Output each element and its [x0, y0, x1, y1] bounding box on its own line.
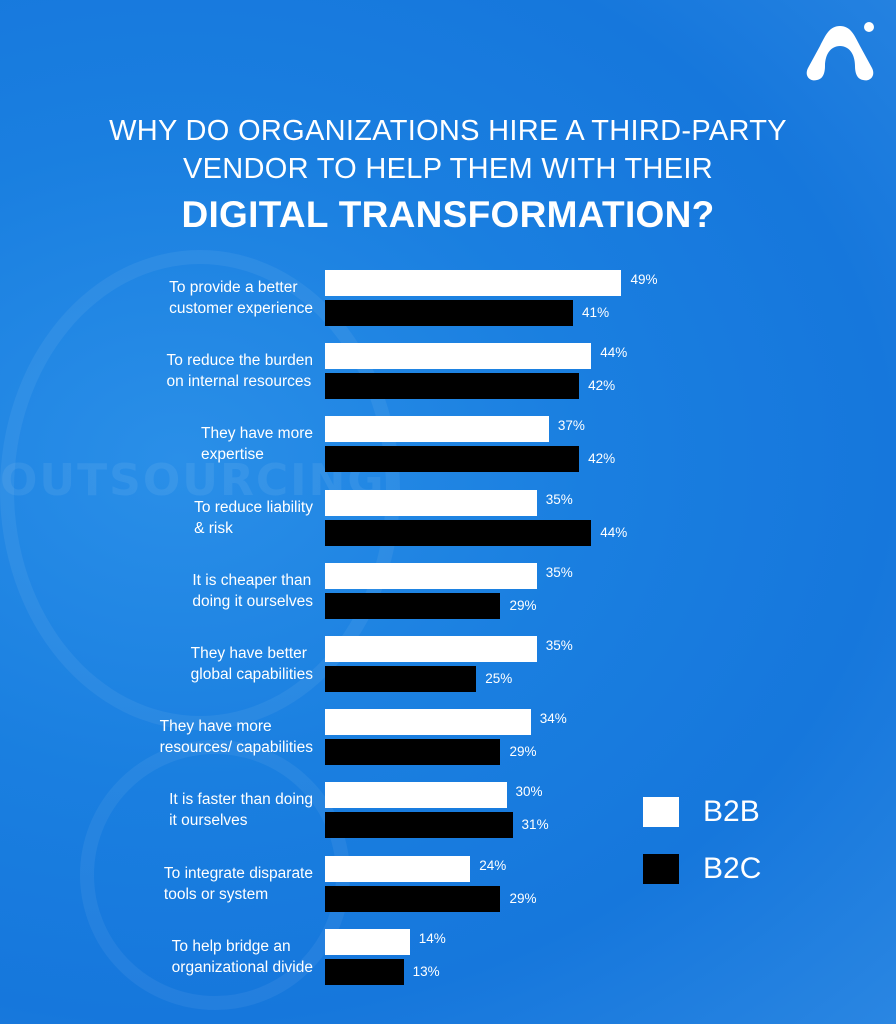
- category-label-line: To reduce liability: [194, 498, 313, 516]
- bar-chart: To provide a better customer experience 49…: [160, 270, 658, 985]
- category-label-line: To provide a better: [169, 279, 298, 296]
- category-label-line: & risk: [194, 519, 233, 537]
- category-label: It is faster than doing it ourselves: [169, 789, 313, 831]
- category-label-line: It is cheaper than: [192, 571, 312, 589]
- title-line-1: WHY DO ORGANIZATIONS HIRE A THIRD-PARTY: [109, 115, 787, 147]
- bar-b2b: [325, 636, 537, 662]
- value-label-b2c: 42%: [588, 378, 616, 394]
- legend-item-b2b: B2B: [643, 795, 760, 829]
- value-label-b2b: 35%: [545, 638, 573, 653]
- page-title: WHY DO ORGANIZATIONS HIRE A THIRD-PARTY …: [0, 112, 896, 238]
- bar-b2c: [325, 666, 477, 692]
- legend-swatch-b2b: [643, 797, 679, 827]
- title-line-2: VENDOR TO HELP THEM WITH THEIR: [182, 153, 713, 185]
- category-label-line: It is faster than doing: [169, 791, 313, 809]
- value-label-b2c: 29%: [509, 744, 537, 760]
- category-label: They have more resources/ capabilities: [160, 716, 313, 758]
- category-label: To integrate disparate tools or system: [164, 863, 313, 905]
- bar-b2b: [325, 489, 537, 516]
- value-label-b2b: 24%: [479, 857, 507, 873]
- bar-b2c: [325, 812, 513, 839]
- category-label: They have better global capabilities: [191, 643, 313, 685]
- bar-b2b: [325, 416, 549, 443]
- bar-b2c: [325, 885, 501, 912]
- brand-logo-icon: [806, 22, 874, 81]
- category-label: To help bridge an organizational divide: [172, 936, 313, 978]
- bar-b2b: [325, 782, 507, 809]
- category-label-line: expertise: [201, 446, 264, 464]
- category-label-line: resources/ capabilities: [159, 739, 313, 757]
- category-label: To reduce liability & risk: [194, 497, 313, 539]
- bar-b2c: [325, 519, 592, 546]
- title-line-3: DIGITAL TRANSFORMATION?: [181, 194, 715, 235]
- category-label-line: organizational divide: [171, 958, 313, 976]
- category-label-line: They have more: [201, 425, 313, 443]
- legend-label-b2b: B2B: [703, 795, 760, 828]
- legend-item-b2c: B2C: [643, 852, 761, 886]
- value-label-b2b: 49%: [630, 272, 658, 287]
- legend-label-b2c: B2C: [703, 852, 762, 885]
- bar-b2c: [325, 300, 574, 326]
- value-label-b2c: 25%: [485, 671, 513, 686]
- category-label-line: doing it ourselves: [192, 592, 313, 610]
- bar-b2b: [325, 270, 622, 296]
- category-label-line: global capabilities: [190, 666, 313, 683]
- value-label-b2c: 13%: [412, 963, 440, 979]
- bar-b2c: [325, 739, 501, 766]
- bar-b2b: [325, 343, 592, 370]
- category-label-line: on internal resources: [166, 373, 312, 391]
- category-label-line: They have better: [190, 645, 307, 662]
- category-label: To reduce the burden on internal resource…: [167, 350, 314, 392]
- legend-swatch-b2c: [643, 854, 679, 884]
- value-label-b2b: 37%: [557, 418, 585, 434]
- bar-b2c: [325, 958, 404, 985]
- value-label-b2b: 35%: [545, 564, 573, 580]
- bar-b2b: [325, 709, 531, 736]
- category-label: It is cheaper than doing it ourselves: [192, 570, 313, 612]
- category-label-line: To reduce the burden: [166, 352, 314, 370]
- value-label-b2b: 14%: [418, 930, 446, 946]
- category-label: They have more expertise: [201, 423, 313, 465]
- bar-b2c: [325, 373, 580, 400]
- value-label-b2b: 35%: [545, 491, 573, 507]
- category-label-line: customer experience: [169, 300, 313, 317]
- value-label-b2b: 44%: [600, 345, 628, 361]
- category-label-line: tools or system: [163, 885, 269, 903]
- value-label-b2b: 34%: [539, 711, 567, 727]
- bar-b2c: [325, 446, 580, 473]
- watermark-text: OUTSOURCING: [0, 455, 386, 506]
- value-label-b2b: 30%: [515, 784, 543, 800]
- bar-b2b: [325, 928, 410, 955]
- bar-b2c: [325, 592, 501, 619]
- value-label-b2c: 29%: [509, 890, 537, 906]
- category-label-line: it ourselves: [169, 812, 248, 830]
- value-label-b2c: 41%: [582, 305, 610, 320]
- category-label-line: To help bridge an: [171, 937, 291, 955]
- value-label-b2c: 42%: [588, 451, 616, 467]
- category-label: To provide a better customer experience: [169, 277, 313, 319]
- value-label-b2c: 44%: [600, 524, 628, 540]
- category-label-line: They have more: [159, 718, 272, 736]
- value-label-b2c: 31%: [521, 817, 549, 833]
- bar-b2b: [325, 855, 471, 882]
- value-label-b2c: 29%: [509, 597, 537, 613]
- bar-b2b: [325, 562, 537, 589]
- category-label-line: To integrate disparate: [163, 864, 313, 882]
